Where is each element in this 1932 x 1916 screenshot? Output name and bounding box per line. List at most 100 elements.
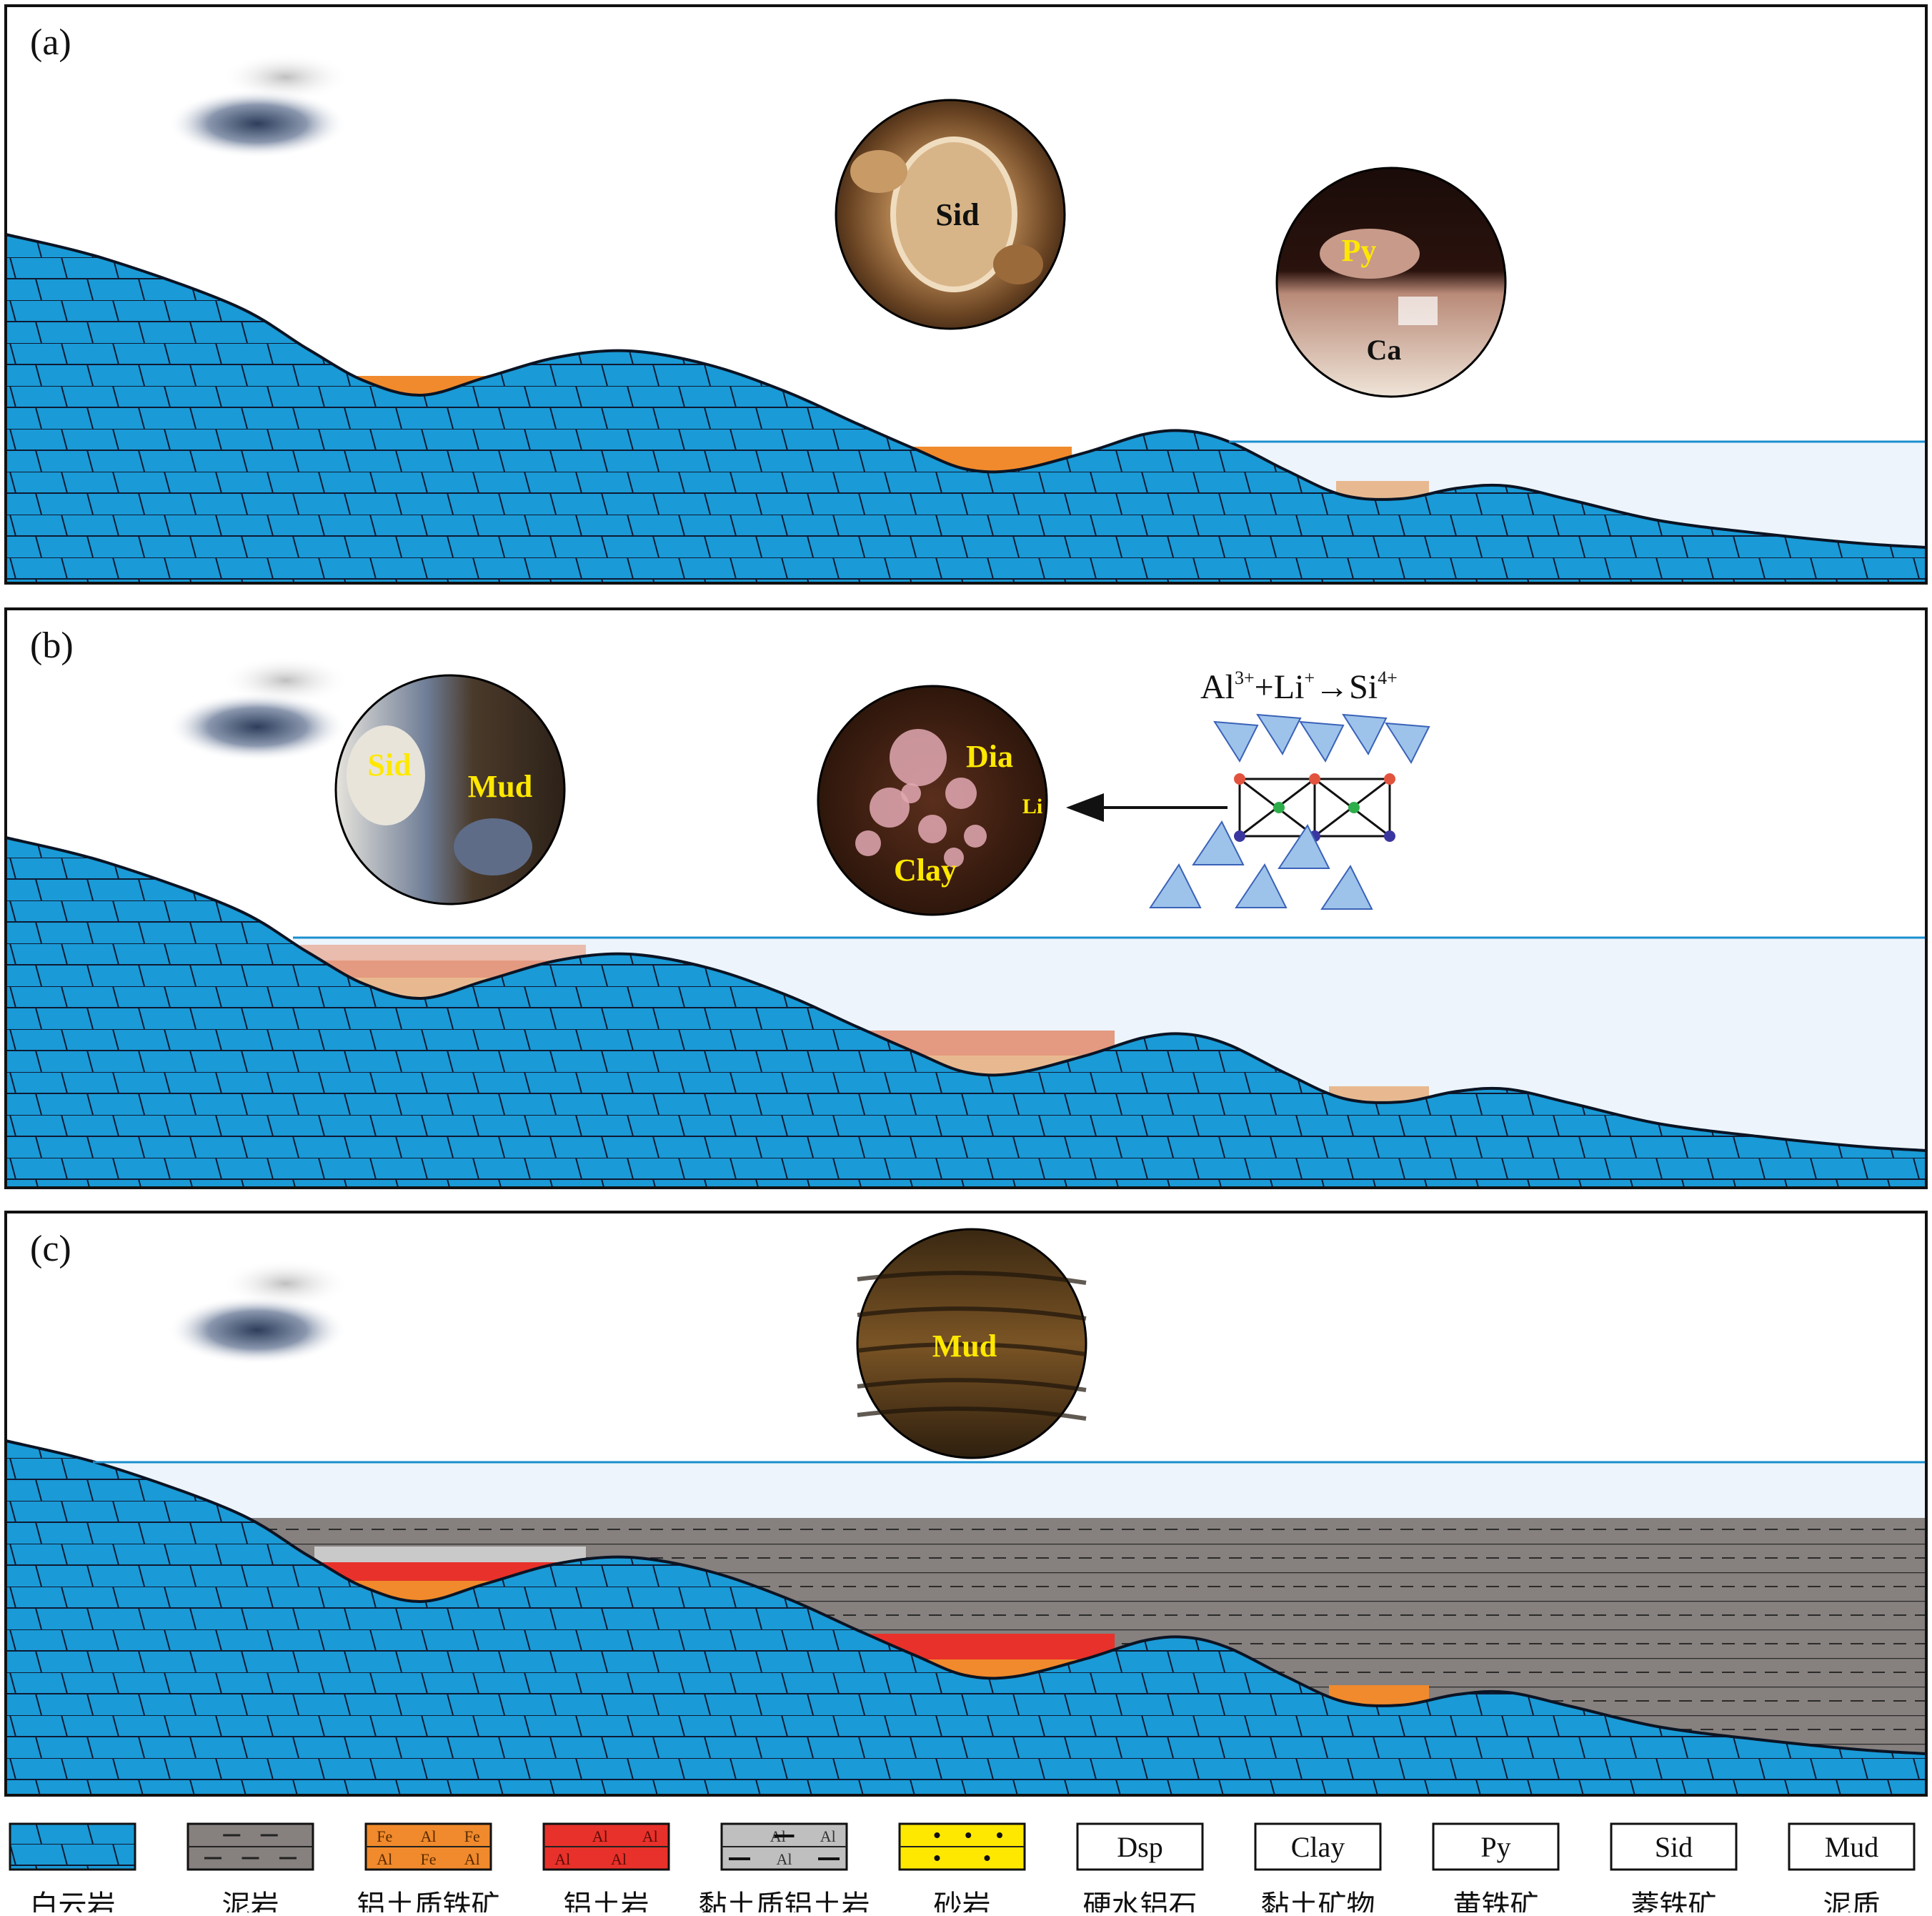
dolomite-basement <box>4 232 1928 585</box>
legend-swatch-label: Mud <box>1825 1831 1879 1863</box>
legend-label: 砂岩 <box>934 1890 991 1912</box>
swatch-symbol: Al <box>421 1827 437 1845</box>
dot <box>997 1832 1002 1838</box>
swatch-symbol: Al <box>464 1850 480 1868</box>
dot <box>984 1855 990 1861</box>
tetrahedron <box>1192 820 1245 865</box>
micrograph-label: Sid <box>367 748 411 783</box>
mineral-spot <box>870 788 910 828</box>
tan-deposit <box>836 1056 1115 1076</box>
oxygen-atom <box>1384 830 1395 842</box>
bauxitic-iron-deposit <box>314 1581 586 1602</box>
eq-si: →Si <box>1315 668 1378 706</box>
micrograph-image: Mud <box>856 1228 1087 1459</box>
micrograph-circle <box>817 685 1048 916</box>
panel-frame <box>4 607 1928 1189</box>
lithium-atom <box>1273 802 1285 813</box>
mineral-spot <box>918 815 947 843</box>
swatch-symbol: Fe <box>377 1827 392 1845</box>
legend-swatch <box>1788 1822 1916 1871</box>
micrograph-label: Clay <box>894 853 957 888</box>
swatch-symbol: Fe <box>421 1850 437 1868</box>
crystal-structure-icon <box>1149 713 1430 910</box>
mineral-spot <box>944 848 964 868</box>
tetrahedron <box>1235 863 1288 908</box>
legend-swatch-label: Dsp <box>1117 1831 1162 1863</box>
eq-li-sup: + <box>1304 667 1315 688</box>
micrograph-image: Sid <box>835 99 1066 330</box>
legend-item-mudstone: 泥岩 <box>186 1822 314 1916</box>
legend-swatch <box>9 1822 136 1871</box>
legend-item-sid: Sid 菱铁矿 <box>1610 1822 1738 1916</box>
substitution-equation: Al3++Li+→Si4+ <box>1200 667 1398 706</box>
eq-al-sup: 3+ <box>1235 667 1255 688</box>
panel-frame <box>4 4 1928 585</box>
micrograph-image: Dia Li Clay <box>817 685 1048 916</box>
mineral-spot <box>855 830 881 856</box>
cloud-top <box>221 53 350 101</box>
panel-label: (b) <box>30 625 74 666</box>
tetrahedron <box>1385 722 1430 765</box>
tetrahedron <box>1299 720 1345 763</box>
lamination <box>857 1306 1087 1321</box>
grain <box>850 150 907 193</box>
rain-cloud-icon <box>168 1259 350 1364</box>
clay-deposit <box>1336 481 1429 500</box>
swatch-symbol: Al <box>554 1850 570 1868</box>
arrow-head <box>1066 793 1104 822</box>
rain-cloud-icon <box>168 656 350 761</box>
panel-label: (c) <box>30 1228 71 1269</box>
swatch-symbol: Al <box>820 1827 836 1845</box>
legend-item-clay: Clay 黏土矿物 <box>1254 1822 1382 1916</box>
lithium-atom <box>1348 802 1360 813</box>
tetrahedron <box>1278 824 1330 869</box>
panels: (a) (b) (c) Sid Py Ca Sid Mud Dia Li Clay Mud Al3++L… <box>4 4 1928 1797</box>
grain <box>1320 229 1420 279</box>
legend-label: 铝土岩 <box>564 1890 649 1912</box>
tan-deposit <box>1329 1086 1429 1103</box>
swatch-symbol: Fe <box>464 1827 480 1845</box>
legend-item-mud: Mud 泥质 <box>1788 1822 1916 1916</box>
bauxitic-iron-deposit <box>1329 1685 1429 1706</box>
micrograph-label: Mud <box>932 1329 997 1364</box>
cloud-body <box>168 1296 347 1364</box>
legend-swatch <box>1432 1822 1560 1871</box>
oxygen-atom <box>1309 773 1320 785</box>
legend-swatch-label: Clay <box>1291 1831 1345 1863</box>
swatch-symbol: Al <box>642 1827 658 1845</box>
panel-a: (a) <box>4 4 1928 585</box>
legend-swatch-label: Py <box>1480 1831 1510 1863</box>
legend-item-bauxitic-iron: Fe Al Fe Al Fe Al 铝土质铁矿 <box>357 1822 500 1916</box>
legend-label: 黏土质铝土岩 <box>699 1890 870 1912</box>
tan-deposit <box>300 978 586 998</box>
panel-b: (b) <box>4 607 1928 1189</box>
grain <box>890 136 1017 292</box>
micrograph-label: Ca <box>1367 334 1402 366</box>
rain-cloud-icon <box>168 53 350 158</box>
dolomite-basement <box>4 835 1928 1189</box>
legend-swatch <box>1254 1822 1382 1871</box>
cloud-top <box>221 1259 350 1308</box>
dolomite-basement <box>4 1439 1928 1797</box>
lamination <box>857 1342 1087 1356</box>
lamination <box>857 1378 1087 1392</box>
cloud-body <box>168 693 347 761</box>
legend-label: 铝土质铁矿 <box>357 1890 500 1912</box>
eq-si-sup: 4+ <box>1378 667 1398 688</box>
micrograph-label: Mud <box>468 769 532 804</box>
grain <box>1398 297 1438 325</box>
tetrahedron <box>1342 713 1388 756</box>
swatch-symbol: Al <box>592 1827 608 1845</box>
legend-label: 硬水铝石 <box>1083 1890 1197 1912</box>
dot <box>965 1832 972 1838</box>
swatch-symbol: Al <box>377 1850 392 1868</box>
micrograph-label: Sid <box>935 197 979 232</box>
panel-label: (a) <box>30 22 71 63</box>
micrograph-label: Li <box>1022 795 1042 818</box>
lithium-arrow-icon <box>1066 793 1228 822</box>
